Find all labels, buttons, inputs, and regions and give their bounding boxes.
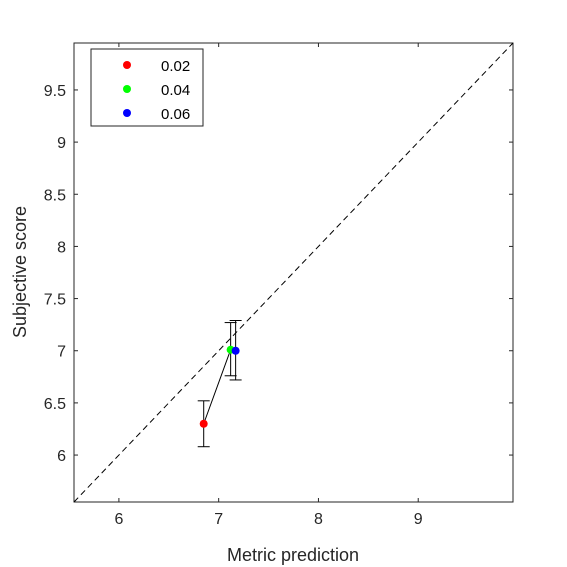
x-axis-label: Metric prediction — [227, 545, 359, 565]
legend-label: 0.02 — [161, 58, 190, 75]
y-tick-label: 9.5 — [44, 83, 66, 100]
x-tick-label: 7 — [214, 511, 223, 528]
legend: 0.02 0.04 0.06 — [90, 48, 204, 127]
data-point — [231, 346, 240, 355]
y-tick-label: 8.5 — [44, 187, 66, 204]
legend-label: 0.04 — [161, 82, 190, 99]
y-tick-label: 6.5 — [44, 396, 66, 413]
y-tick-label: 6 — [57, 448, 66, 465]
ticks: 6 7 8 9 6 6.5 7 7.5 8 8.5 9 9.5 — [44, 43, 513, 528]
identity-line — [73, 42, 514, 503]
legend-label: 0.06 — [161, 106, 190, 123]
y-tick-label: 8 — [57, 239, 66, 256]
data-point — [199, 419, 208, 428]
y-tick-label: 9 — [57, 135, 66, 152]
x-tick-label: 6 — [114, 511, 123, 528]
x-tick-label: 9 — [414, 511, 423, 528]
legend-marker — [123, 85, 131, 93]
y-axis-label: Subjective score — [10, 206, 30, 338]
y-tick-label: 7 — [57, 344, 66, 361]
y-tick-label: 7.5 — [44, 292, 66, 309]
legend-box — [90, 48, 204, 127]
data-marks — [73, 42, 514, 503]
legend-marker — [123, 109, 131, 117]
legend-marker — [123, 61, 131, 69]
x-tick-label: 8 — [314, 511, 323, 528]
